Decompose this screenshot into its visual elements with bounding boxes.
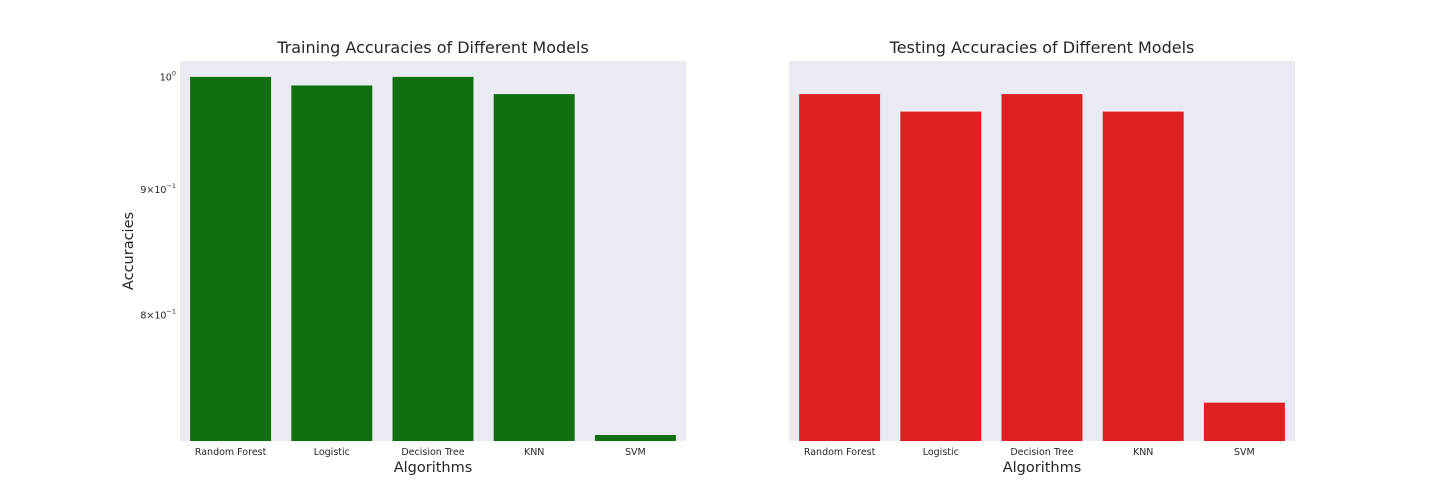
bar-logistic bbox=[900, 111, 982, 442]
y-tick-exponent: 0 bbox=[172, 69, 176, 77]
x-axis-label: Algorithms bbox=[1003, 460, 1082, 476]
bar-decision-tree bbox=[392, 76, 474, 441]
x-tick-label-svm: SVM bbox=[625, 447, 646, 458]
y-tick-base: 8×10 bbox=[140, 311, 166, 322]
x-tick-label-random-forest: Random Forest bbox=[804, 447, 876, 458]
y-tick-exponent: −1 bbox=[166, 308, 176, 316]
y-tick-exponent: −1 bbox=[166, 182, 176, 190]
y-tick-label: 8×10−1 bbox=[140, 308, 176, 322]
bar-random-forest bbox=[799, 94, 881, 441]
bar-svm bbox=[594, 435, 676, 441]
x-tick-label-decision-tree: Decision Tree bbox=[1010, 447, 1073, 458]
x-tick-label-svm: SVM bbox=[1234, 447, 1255, 458]
y-axis-label: Accuracies bbox=[121, 212, 137, 290]
x-tick-label-logistic: Logistic bbox=[923, 447, 959, 458]
x-tick-label-knn: KNN bbox=[1133, 447, 1153, 458]
x-tick-label-knn: KNN bbox=[524, 447, 544, 458]
x-axis-label: Algorithms bbox=[394, 460, 473, 476]
x-tick-label-logistic: Logistic bbox=[314, 447, 350, 458]
training-accuracy-chart: Random Forest Logistic Decision Tree KNN SVM… bbox=[121, 38, 686, 476]
bar-logistic bbox=[291, 85, 373, 442]
y-tick-label: 100 bbox=[160, 69, 176, 83]
y-tick-label: 9×10−1 bbox=[140, 182, 176, 196]
chart-title: Training Accuracies of Different Models bbox=[276, 38, 589, 57]
bar-svm bbox=[1203, 402, 1285, 441]
bar-knn bbox=[1102, 111, 1184, 442]
bar-random-forest bbox=[190, 76, 272, 441]
bar-knn bbox=[493, 94, 575, 441]
x-tick-label-random-forest: Random Forest bbox=[195, 447, 267, 458]
x-tick-label-decision-tree: Decision Tree bbox=[401, 447, 464, 458]
y-tick-base: 10 bbox=[160, 72, 172, 83]
bar-decision-tree bbox=[1001, 94, 1083, 441]
chart-title: Testing Accuracies of Different Models bbox=[889, 38, 1195, 57]
y-tick-base: 9×10 bbox=[140, 185, 166, 196]
testing-accuracy-chart: Random Forest Logistic Decision Tree KNN SVM… bbox=[789, 38, 1295, 476]
